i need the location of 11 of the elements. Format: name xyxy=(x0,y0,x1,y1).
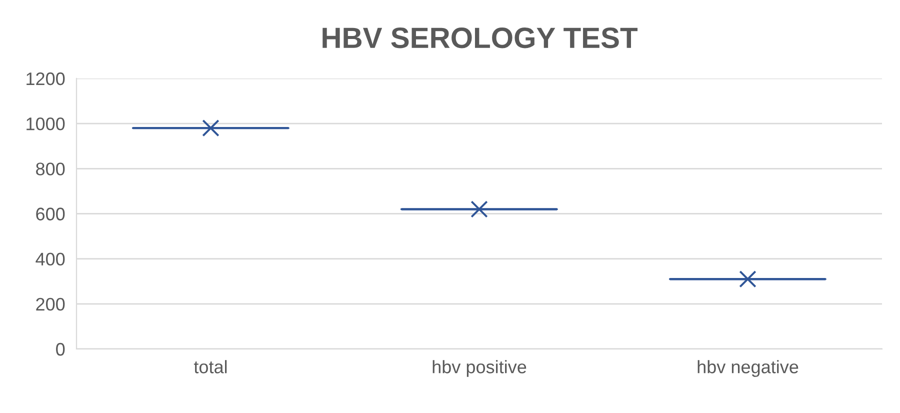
y-tick-label: 1200 xyxy=(26,72,65,86)
x-tick-label: hbv negative xyxy=(698,360,798,377)
x-tick-label: hbv positive xyxy=(432,360,526,377)
y-tick-label: 1000 xyxy=(26,117,65,130)
y-tick-label: 0 xyxy=(56,342,65,356)
y-tick-label: 600 xyxy=(36,208,65,220)
chart-title: HBV SEROLOGY TEST xyxy=(322,28,638,48)
y-tick-label: 200 xyxy=(36,298,65,311)
y-tick-label: 400 xyxy=(36,252,65,266)
y-tick-label: 800 xyxy=(36,162,65,176)
x-tick-label: total xyxy=(194,360,227,374)
